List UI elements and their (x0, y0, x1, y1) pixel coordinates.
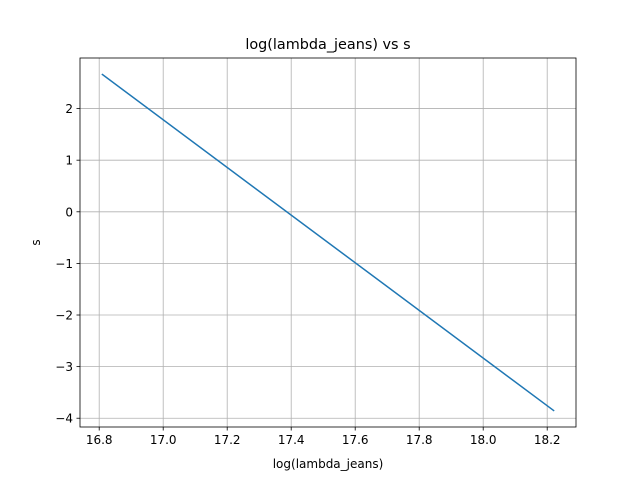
y-tick-label: −4 (55, 412, 73, 426)
y-tick-label: −1 (55, 257, 73, 271)
y-tick-label: −2 (55, 309, 73, 323)
y-tick-label: 2 (65, 102, 73, 116)
axes-frame (79, 57, 577, 428)
y-tick-label: −3 (55, 360, 73, 374)
x-tick-label: 17.4 (278, 433, 305, 447)
series-line (101, 73, 555, 412)
x-tick-label: 18.0 (470, 433, 497, 447)
chart-title: log(lambda_jeans) vs s (245, 37, 410, 53)
y-tick-label: 1 (65, 154, 73, 168)
x-tick-label: 18.2 (534, 433, 561, 447)
grid-layer (80, 58, 576, 427)
x-tick-label: 17.6 (342, 433, 369, 447)
x-axis-label: log(lambda_jeans) (273, 457, 384, 471)
x-tick-label: 17.2 (214, 433, 241, 447)
x-tick-label: 17.0 (150, 433, 177, 447)
y-axis-label: s (29, 239, 43, 245)
x-tick-label: 16.8 (86, 433, 113, 447)
x-tick-label: 17.8 (406, 433, 433, 447)
series-layer (101, 73, 555, 412)
y-tick-label: 0 (65, 205, 73, 219)
tick-layer: 16.8 17.0 17.2 17.4 17.6 17.8 18.0 18.2 −4 −3 −2 −1… (55, 102, 560, 447)
